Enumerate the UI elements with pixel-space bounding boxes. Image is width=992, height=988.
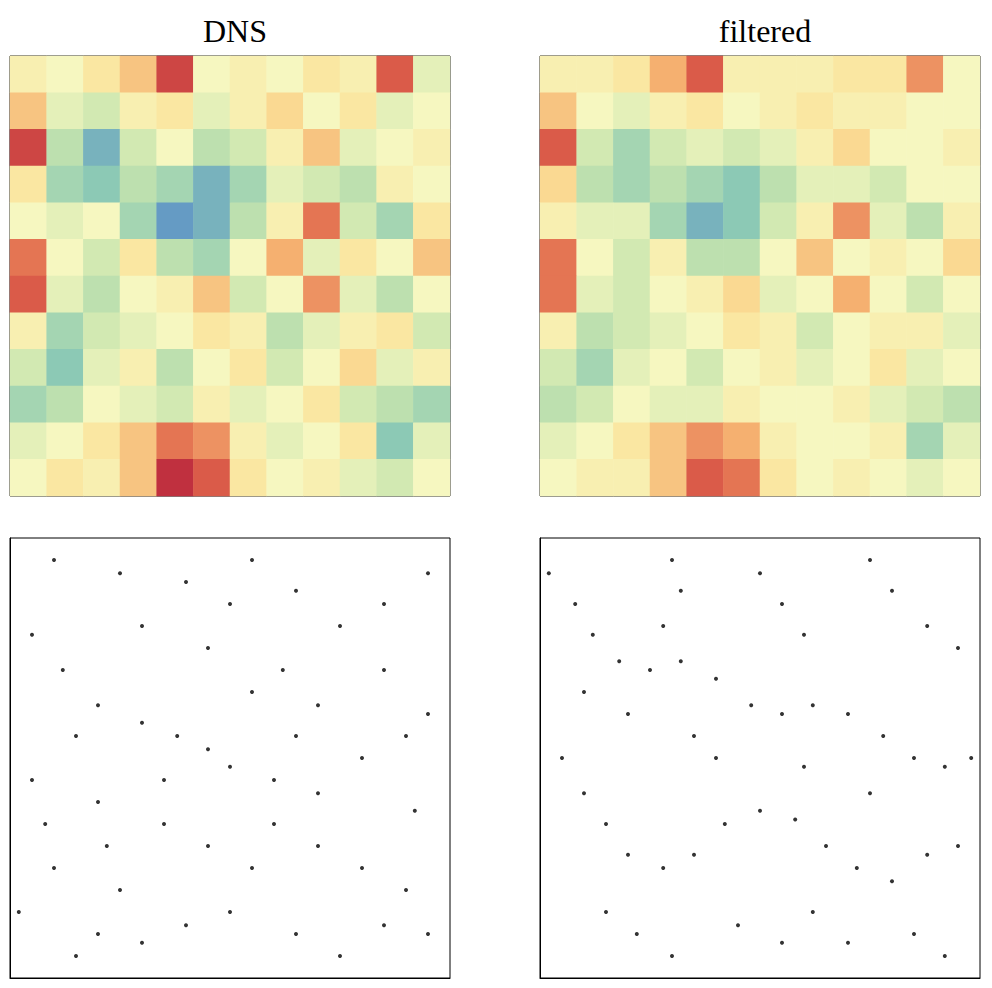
- svg-text:DNS: DNS: [203, 13, 267, 49]
- svg-text:filtered: filtered: [719, 13, 811, 49]
